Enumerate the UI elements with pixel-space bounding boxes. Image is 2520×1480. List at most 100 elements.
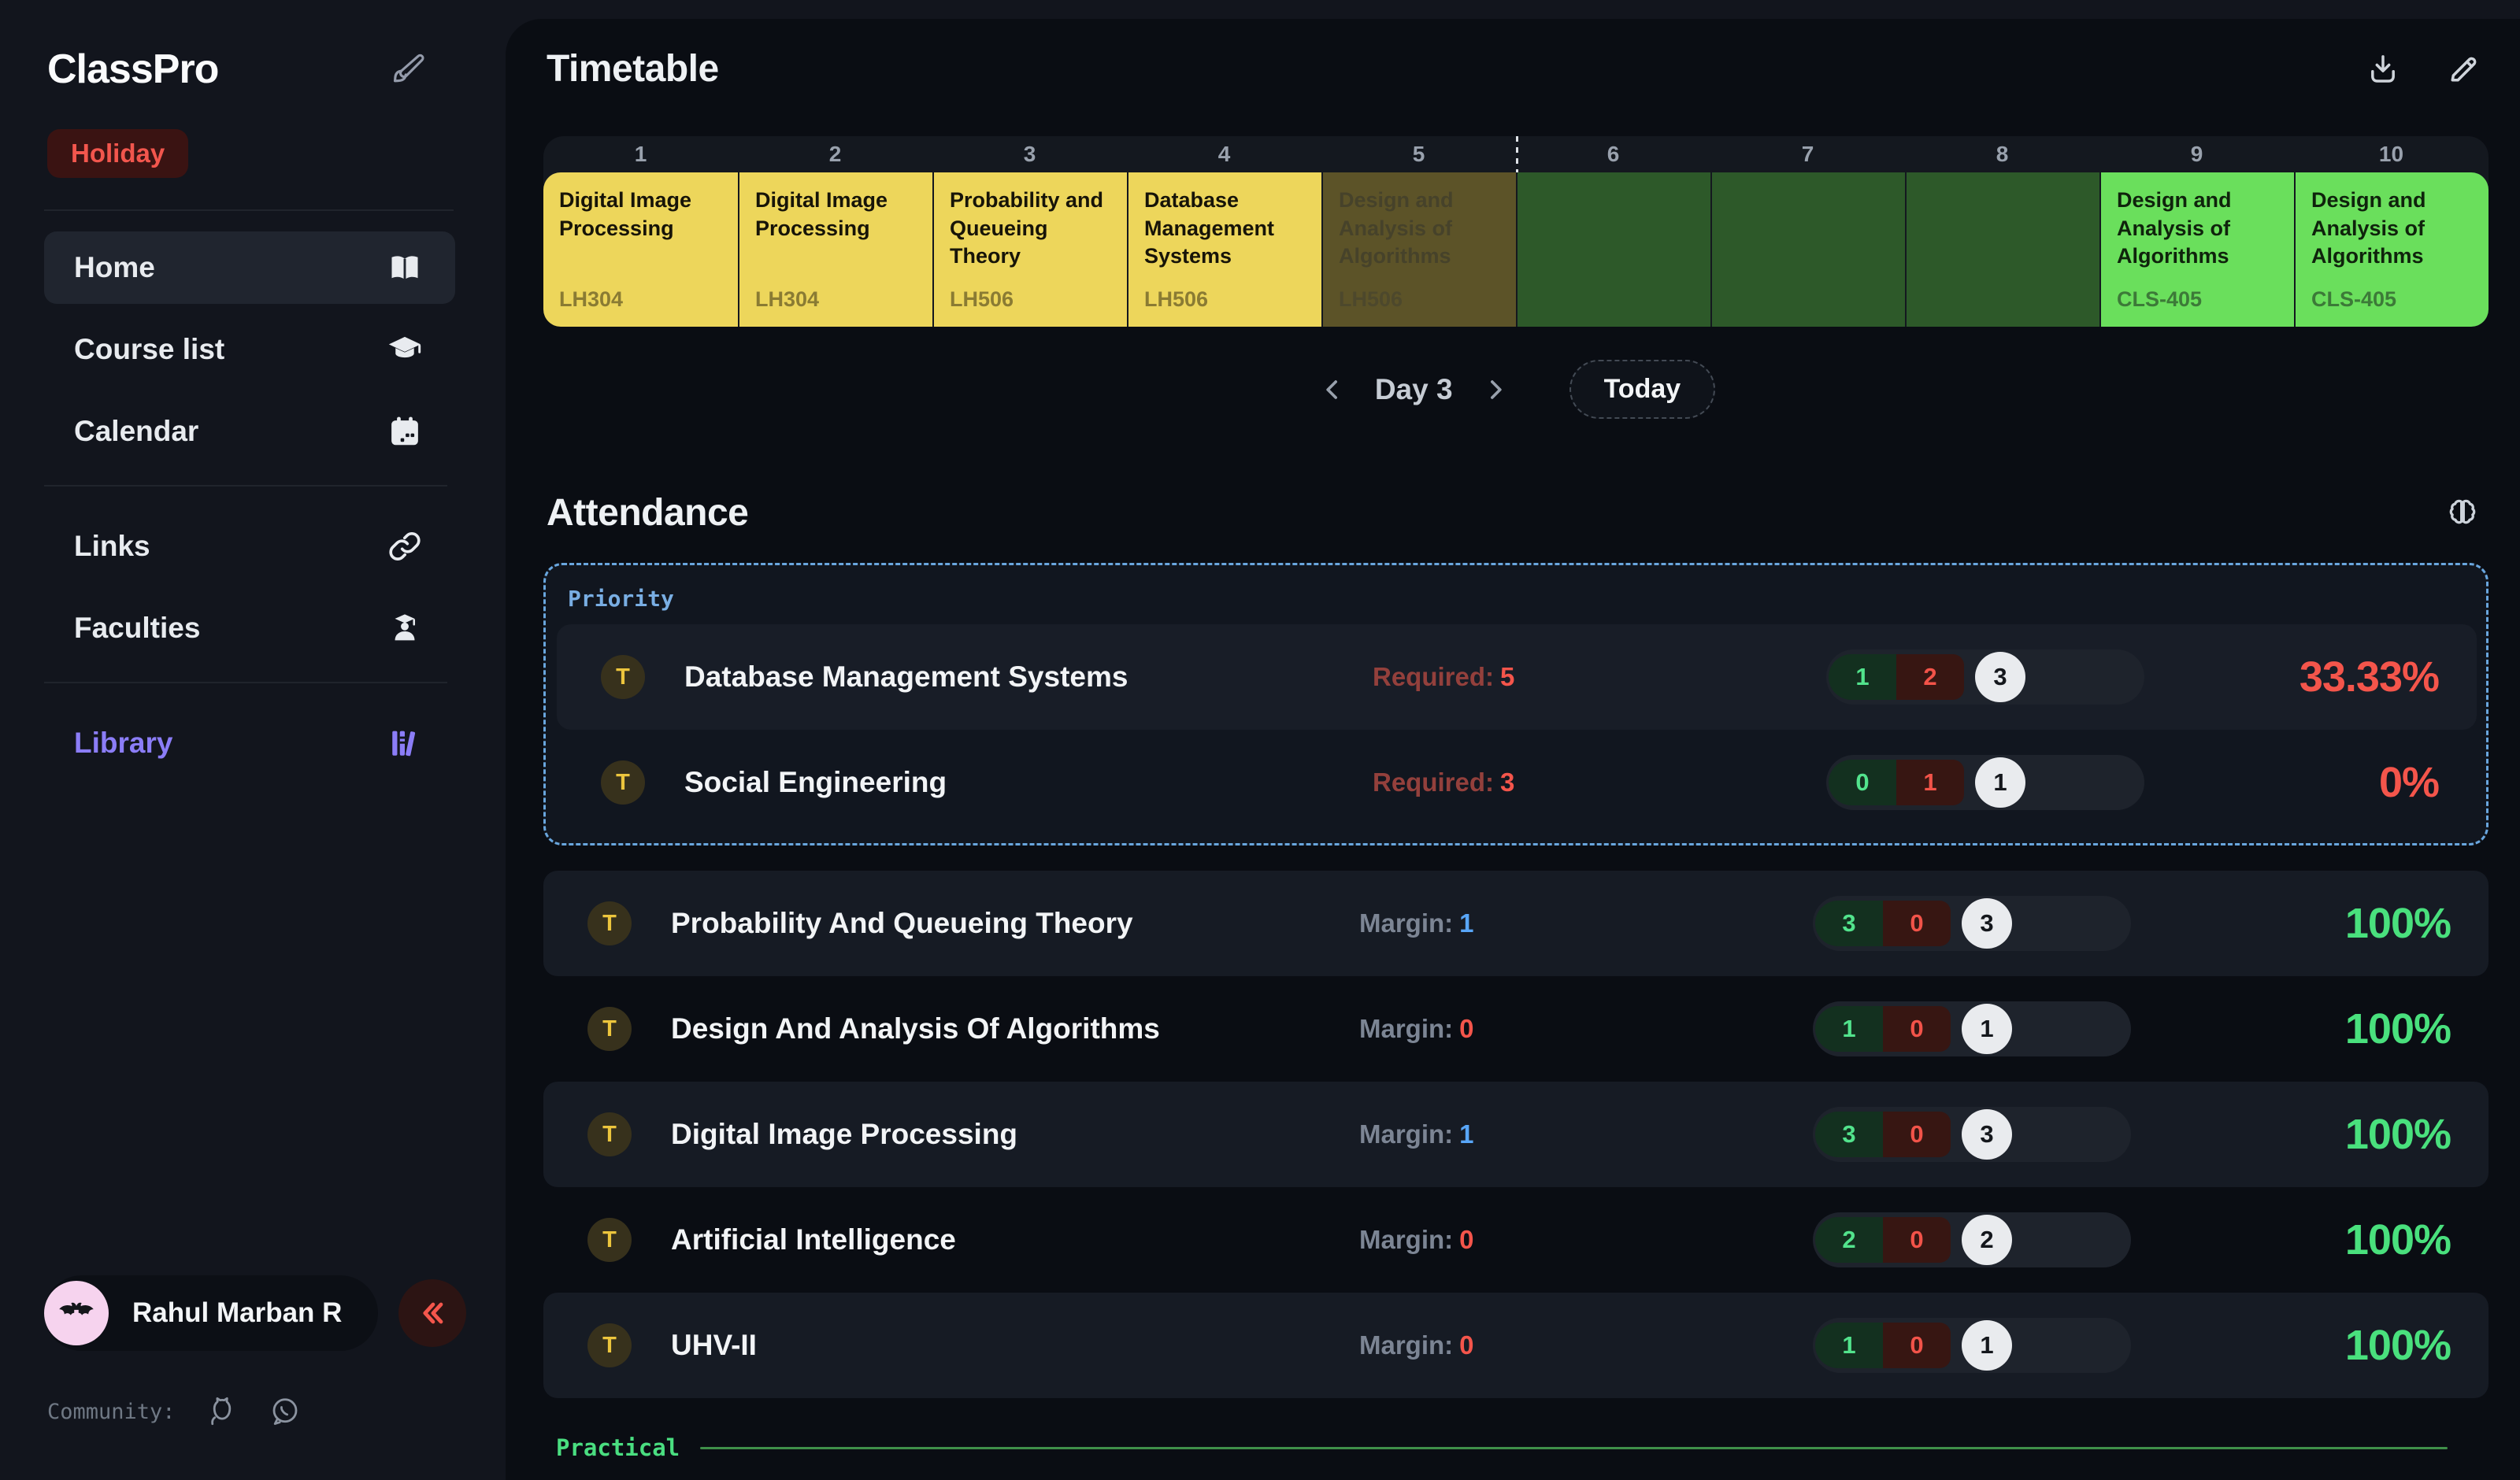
timetable-period-header: 1 2 3 4 5 6 7 8 9 10 xyxy=(543,136,2488,172)
margin-value: 1 xyxy=(1459,1119,1474,1149)
total-count: 3 xyxy=(1962,898,2012,949)
margin-value: 1 xyxy=(1459,908,1474,938)
sidebar-item-label: Home xyxy=(74,251,155,283)
graduation-cap-icon xyxy=(387,332,422,367)
github-icon[interactable] xyxy=(206,1395,239,1428)
divider xyxy=(44,485,447,487)
sidebar-nav: Home Course list Calendar xyxy=(0,211,506,779)
attendance-counter: 1 0 1 xyxy=(1813,1318,2131,1373)
timetable-cell-free[interactable] xyxy=(1710,172,1905,327)
margin-label: Margin: xyxy=(1359,908,1454,938)
required-value: 3 xyxy=(1500,768,1515,797)
course-name: Artificial Intelligence xyxy=(671,1223,956,1256)
theory-badge: T xyxy=(601,760,645,805)
timetable-cell[interactable]: Database Management Systems LH506 xyxy=(1127,172,1321,327)
attendance-row[interactable]: T Probability And Queueing Theory Margin… xyxy=(543,871,2488,976)
attendance-percent: 33.33% xyxy=(2299,653,2440,701)
sidebar-item-faculties[interactable]: Faculties xyxy=(44,592,455,664)
timetable-title: Timetable xyxy=(547,48,719,90)
room-code: LH304 xyxy=(559,287,624,312)
course-name: UHV-II xyxy=(671,1329,757,1361)
absent-count: 2 xyxy=(1896,654,1964,700)
attendance-row[interactable]: T UHV-II Margin: 0 1 0 1 100% xyxy=(543,1293,2488,1398)
attendance-row[interactable]: T Digital Image Processing Margin: 1 3 0 … xyxy=(543,1082,2488,1187)
library-icon xyxy=(387,726,422,760)
link-icon xyxy=(387,529,422,564)
timetable-cell[interactable]: Digital Image Processing LH304 xyxy=(543,172,738,327)
calendar-icon xyxy=(387,414,422,449)
divider xyxy=(44,682,447,683)
sidebar-collapse-button[interactable] xyxy=(398,1279,466,1347)
total-count: 1 xyxy=(1962,1004,2012,1054)
margin-label: Margin: xyxy=(1359,1014,1454,1043)
day-label: Day 3 xyxy=(1374,372,1453,405)
user-profile-chip[interactable]: Rahul Marban R xyxy=(44,1275,379,1351)
main-panel: Timetable 1 2 3 4 5 6 7 xyxy=(506,19,2520,1480)
course-title: Database Management Systems xyxy=(1144,188,1275,268)
timetable-cell-free[interactable] xyxy=(1516,172,1710,327)
download-timetable-icon[interactable] xyxy=(2366,52,2400,87)
sidebar-item-label: Links xyxy=(74,530,150,562)
attendance-counter: 0 1 1 xyxy=(1826,755,2144,810)
whatsapp-icon[interactable] xyxy=(269,1395,302,1428)
timetable-cell[interactable]: Probability and Queueing Theory LH506 xyxy=(932,172,1127,327)
attendance-percent: 100% xyxy=(2344,1005,2451,1053)
period-number: 10 xyxy=(2378,142,2404,166)
previous-day-chevron-icon[interactable] xyxy=(1317,374,1348,405)
edit-pencil-icon[interactable] xyxy=(2446,52,2481,87)
course-name: Social Engineering xyxy=(684,766,947,798)
room-code: CLS-405 xyxy=(2117,287,2203,312)
attendance-row[interactable]: T Social Engineering Required: 3 0 1 1 0% xyxy=(557,730,2477,835)
present-count: 1 xyxy=(1815,1323,1883,1368)
sidebar-item-home[interactable]: Home xyxy=(44,231,455,304)
double-chevron-left-icon xyxy=(423,1302,443,1324)
sidebar-item-library[interactable]: Library xyxy=(44,707,455,779)
period-number: 6 xyxy=(1606,142,1620,166)
attendance-counter: 2 0 2 xyxy=(1813,1212,2131,1267)
absent-count: 0 xyxy=(1883,1112,1951,1157)
next-day-chevron-icon[interactable] xyxy=(1480,374,1511,405)
timetable-cell[interactable]: Design and Analysis of Algorithms CLS-40… xyxy=(2294,172,2488,327)
period-number: 3 xyxy=(1023,142,1036,166)
course-title: Design and Analysis of Algorithms xyxy=(1339,188,1454,268)
predict-brain-icon[interactable] xyxy=(2444,495,2481,531)
present-count: 0 xyxy=(1829,760,1896,805)
attendance-list: T Probability And Queueing Theory Margin… xyxy=(543,871,2488,1398)
attendance-percent: 100% xyxy=(2344,1322,2451,1369)
attendance-row[interactable]: T Database Management Systems Required: 5… xyxy=(557,624,2477,730)
room-code: LH304 xyxy=(755,287,820,312)
community-label: Community: xyxy=(47,1399,176,1424)
day-navigation: Day 3 Today xyxy=(543,360,2488,419)
room-code: LH506 xyxy=(1339,287,1403,312)
timetable-cell[interactable]: Design and Analysis of Algorithms CLS-40… xyxy=(2099,172,2294,327)
attendance-row[interactable]: T Artificial Intelligence Margin: 0 2 0 2… xyxy=(543,1187,2488,1293)
today-button[interactable]: Today xyxy=(1569,360,1716,419)
absent-count: 0 xyxy=(1883,1323,1951,1368)
course-title: Probability and Queueing Theory xyxy=(950,188,1104,268)
timetable-cell[interactable]: Design and Analysis of Algorithms LH506 xyxy=(1321,172,1516,327)
margin-label: Margin: xyxy=(1359,1225,1454,1254)
margin-label: Margin: xyxy=(1359,1119,1454,1149)
room-code: LH506 xyxy=(950,287,1014,312)
attendance-percent: 100% xyxy=(2344,1216,2451,1264)
theory-badge: T xyxy=(587,1112,632,1156)
session-break-divider xyxy=(1516,136,1518,172)
attendance-title: Attendance xyxy=(547,492,749,534)
course-title: Digital Image Processing xyxy=(559,188,692,240)
theme-paintbrush-icon[interactable] xyxy=(391,52,425,87)
sidebar-item-links[interactable]: Links xyxy=(44,510,455,583)
theory-badge: T xyxy=(587,901,632,945)
attendance-counter: 3 0 3 xyxy=(1813,896,2131,951)
timetable-cell-free[interactable] xyxy=(1905,172,2099,327)
sidebar-item-calendar[interactable]: Calendar xyxy=(44,395,455,468)
app-logo: ClassPro xyxy=(47,46,219,92)
timetable-cell[interactable]: Digital Image Processing LH304 xyxy=(738,172,932,327)
attendance-row[interactable]: T Design And Analysis Of Algorithms Marg… xyxy=(543,976,2488,1082)
absent-count: 0 xyxy=(1883,1217,1951,1263)
sidebar-item-label: Library xyxy=(74,727,173,759)
sidebar-item-course-list[interactable]: Course list xyxy=(44,313,455,386)
period-number: 2 xyxy=(828,142,842,166)
faculty-icon xyxy=(387,611,422,646)
course-title: Design and Analysis of Algorithms xyxy=(2117,188,2232,268)
total-count: 3 xyxy=(1962,1109,2012,1160)
